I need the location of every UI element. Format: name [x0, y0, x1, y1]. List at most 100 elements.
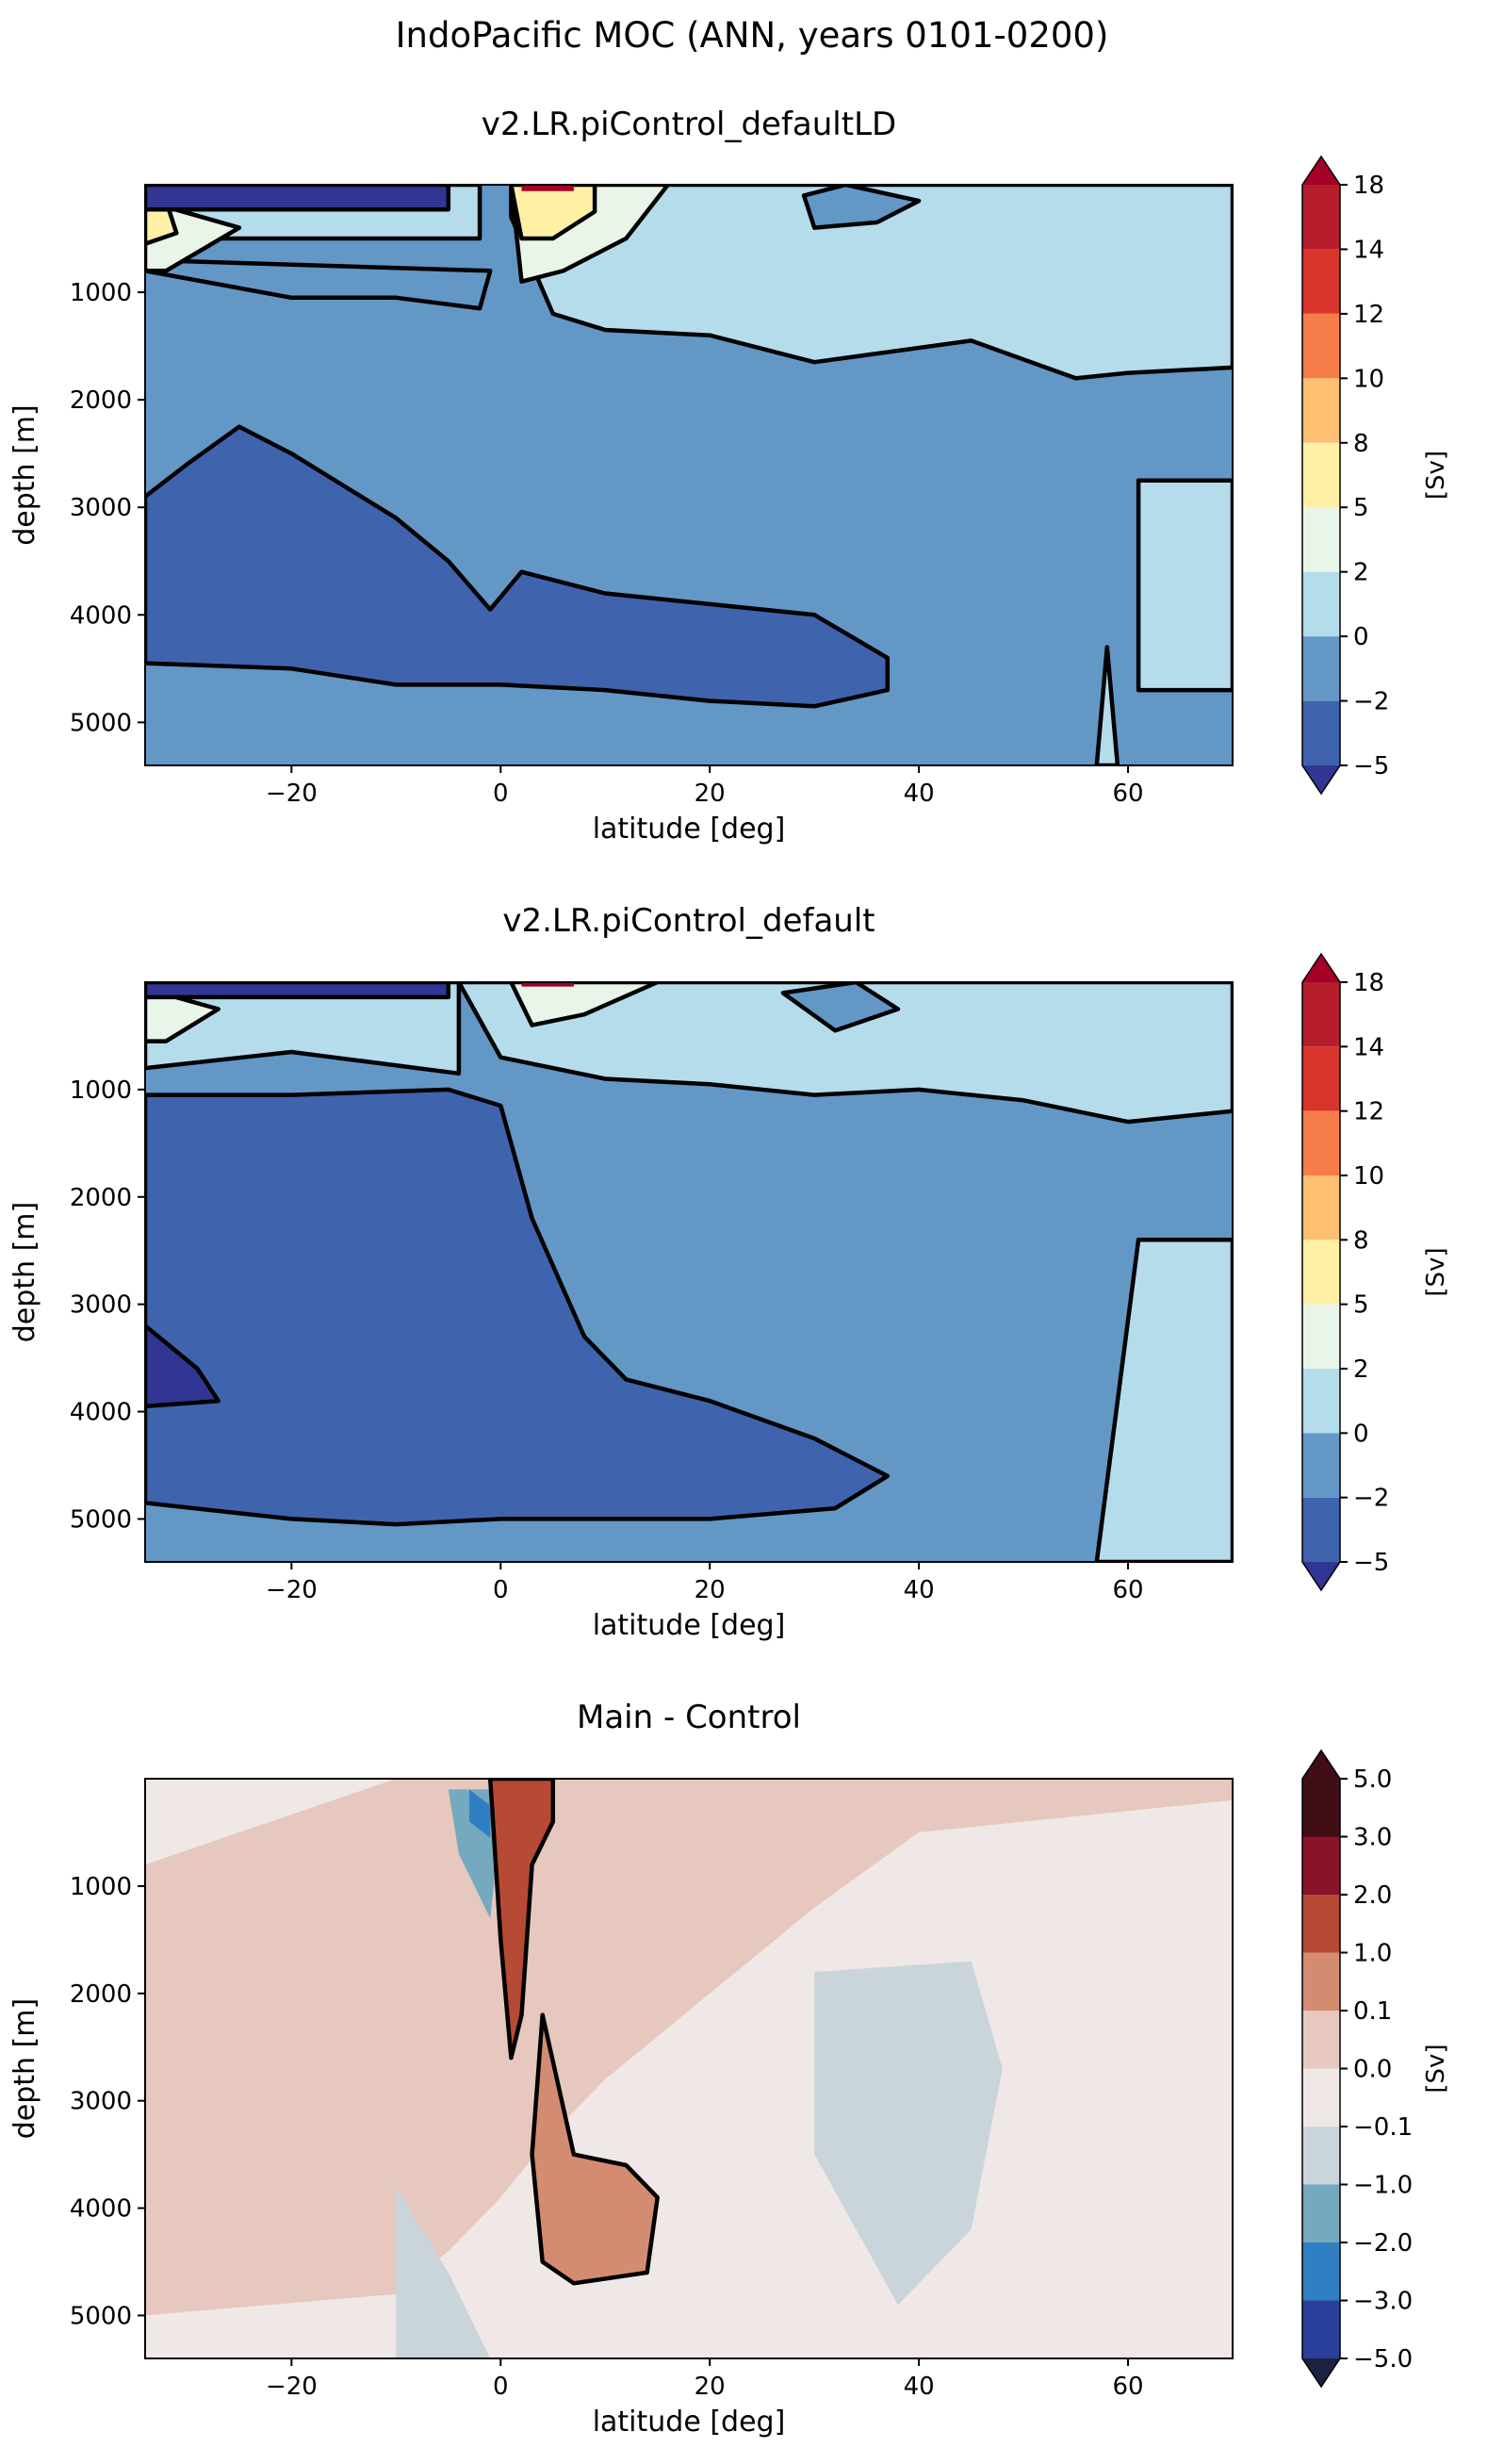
colorbar-segment — [1302, 1175, 1340, 1240]
colorbar-tick-label: 0.1 — [1353, 1997, 1392, 2026]
colorbar-segment — [1302, 2127, 1340, 2185]
y-tick-label: 3000 — [70, 494, 132, 522]
colorbar-tick-label: 2.0 — [1353, 1881, 1392, 1910]
colorbar-label: [Sv] — [1422, 1247, 1450, 1296]
colorbar-label: [Sv] — [1422, 451, 1450, 500]
contour-region-neg5-neg2 — [145, 424, 891, 709]
x-tick-label: 60 — [1112, 2373, 1143, 2401]
x-axis-label: latitude [deg] — [593, 2406, 786, 2439]
colorbar-extend-min — [1302, 1562, 1340, 1590]
contour-region-neg5-neg2 — [145, 1087, 891, 1527]
colorbar-tick-label: −0.1 — [1353, 2113, 1413, 2142]
x-tick-label: 40 — [904, 2373, 935, 2401]
x-axis-label: latitude [deg] — [593, 1609, 786, 1642]
x-tick-label: 60 — [1112, 1576, 1143, 1604]
colorbar-tick-label: 2 — [1353, 559, 1369, 587]
colorbar-tick-label: 14 — [1353, 1033, 1384, 1061]
colorbar-tick-label: −2.0 — [1353, 2229, 1413, 2258]
colorbar-tick-label: 10 — [1353, 1162, 1384, 1191]
axes-frame — [144, 184, 1234, 766]
contour-region-below-neg5-b — [145, 982, 451, 1000]
y-tick-label: 5000 — [70, 1505, 132, 1534]
figure-title: IndoPacific MOC (ANN, years 0101-0200) — [396, 15, 1109, 56]
colorbar-extend-max — [1302, 1750, 1340, 1779]
y-tick-label: 4000 — [70, 2195, 132, 2224]
x-axis-label: latitude [deg] — [593, 813, 786, 846]
y-tick-label: 2000 — [70, 386, 132, 415]
x-tick-label: 60 — [1112, 780, 1143, 808]
colorbar-tick-label: −1.0 — [1353, 2172, 1413, 2200]
colorbar-segment — [1302, 2068, 1340, 2127]
y-tick-label: 1000 — [70, 1076, 132, 1105]
colorbar: −5 −2 0 2 5 8 10 12 14 18 [Sv] — [1301, 155, 1450, 796]
y-tick-label: 3000 — [70, 2088, 132, 2116]
contour-region-1-2-b — [530, 2012, 660, 2286]
colorbar-tick-label: 8 — [1353, 1226, 1369, 1255]
colorbar-segment — [1302, 700, 1340, 765]
colorbar-tick-label: 10 — [1353, 365, 1384, 393]
colorbar-segment — [1302, 2011, 1340, 2069]
colorbar-tick-label: −5 — [1353, 1549, 1389, 1577]
colorbar-tick-label: 0.0 — [1353, 2056, 1392, 2084]
y-tick-label: 4000 — [70, 1399, 132, 1427]
y-axis-label: depth [m] — [8, 1202, 41, 1343]
colorbar-segment — [1302, 982, 1340, 1047]
contour-region-0-2-b — [456, 982, 1233, 1125]
contour-region-2-5 — [145, 986, 221, 1043]
colorbar-extend-min — [1302, 765, 1340, 794]
colorbar-segment — [1302, 1779, 1340, 1837]
colorbar: −5 −2 0 2 5 8 10 12 14 18 [Sv] — [1301, 952, 1450, 1592]
contour-region-neg1-neg0.1 — [814, 1961, 1003, 2306]
colorbar-segment — [1302, 1433, 1340, 1498]
colorbar-segment — [1302, 1110, 1340, 1175]
y-axis-label: depth [m] — [8, 1998, 41, 2140]
colorbar-segment — [1302, 1895, 1340, 1953]
contour-region-2-3 — [487, 1779, 556, 2061]
contour-region-5-8-b — [509, 185, 597, 241]
contour-region-0-2-d — [1094, 645, 1120, 765]
contour-region-max — [521, 185, 574, 191]
colorbar-tick-label: −5 — [1353, 752, 1389, 780]
colorbar-tick-label: −2 — [1353, 1485, 1389, 1513]
contour-region-neg2-0-b — [145, 257, 493, 311]
contour-region-max — [521, 982, 574, 987]
colorbar-tick-label: 8 — [1353, 430, 1369, 458]
colorbar-segment — [1302, 249, 1340, 314]
colorbar-tick-label: 14 — [1353, 236, 1384, 264]
contour-region-neg1-neg0.1-b — [396, 2186, 491, 2358]
x-tick-label: 0 — [493, 780, 509, 808]
y-tick-label: 1000 — [70, 1873, 132, 1901]
contour-region-2-5-b — [509, 982, 660, 1027]
axes-frame — [144, 1778, 1234, 2359]
x-tick-label: 20 — [695, 2373, 726, 2401]
colorbar-tick-label: 1.0 — [1353, 1940, 1392, 1968]
colorbar-tick-label: 12 — [1353, 1098, 1384, 1126]
colorbar-tick-label: 5 — [1353, 494, 1369, 522]
x-tick-label: 0 — [493, 1576, 509, 1604]
x-tick-label: 40 — [904, 1576, 935, 1604]
y-tick-label: 5000 — [70, 709, 132, 737]
colorbar-segment — [1302, 1836, 1340, 1895]
chart-panel-3: Main - Control −20 0 20 40 60 1000 2000 3000 4000… — [8, 1699, 1450, 2439]
contour-region-neg2-0-c — [780, 982, 901, 1033]
axes-frame — [144, 981, 1234, 1563]
colorbar-segment — [1302, 185, 1340, 250]
subplot-title: v2.LR.piControl_defaultLD — [482, 106, 896, 143]
colorbar-tick-label: 0 — [1353, 623, 1369, 651]
contour-region-below-neg5 — [145, 185, 451, 212]
contour-field — [145, 1779, 1233, 2358]
colorbar-segment — [1302, 442, 1340, 508]
colorbar-segment — [1302, 2242, 1340, 2301]
colorbar-tick-label: 0 — [1353, 1420, 1369, 1448]
colorbar: −5.0 −3.0 −2.0 −1.0 −0.1 0.0 0.1 1.0 2.0 3.0 5.0 [S… — [1301, 1749, 1450, 2389]
colorbar-tick-label: 12 — [1353, 301, 1384, 329]
colorbar-segment — [1302, 2184, 1340, 2242]
y-tick-label: 4000 — [70, 601, 132, 630]
contour-region-0.1-1 — [145, 1779, 1233, 2316]
x-tick-label: 40 — [904, 780, 935, 808]
chart-panel-1: v2.LR.piControl_defaultLD−20 0 20 40 6010002… — [8, 106, 1450, 846]
contour-field — [145, 185, 1233, 765]
colorbar-extend-max — [1302, 156, 1340, 185]
x-tick-label: 20 — [695, 780, 726, 808]
